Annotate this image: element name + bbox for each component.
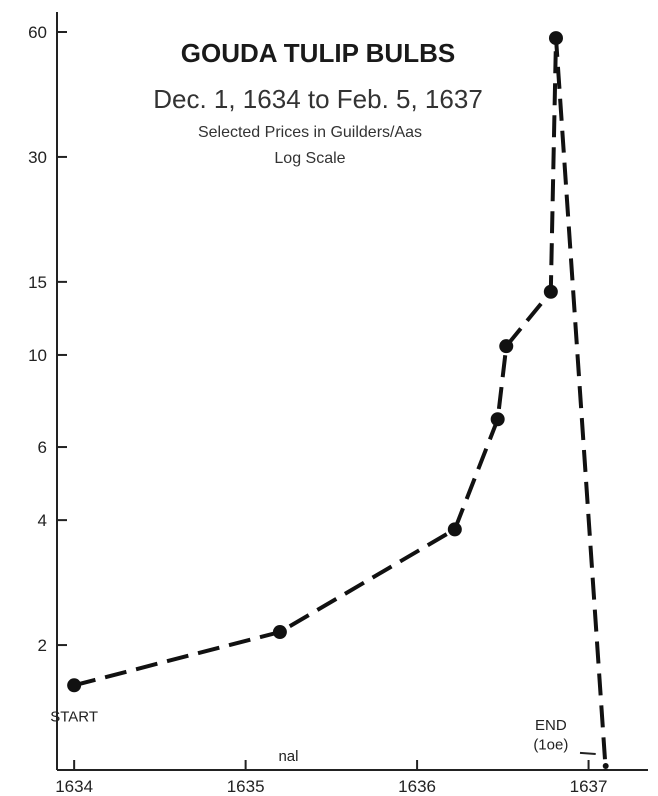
annotation-arrow (579, 751, 596, 755)
y-tick-label: 2 (38, 636, 47, 655)
x-tick-label: 1635 (227, 777, 265, 796)
x-tick-label: 1634 (55, 777, 93, 796)
y-tick-label: 15 (28, 273, 47, 292)
annotation-group: START END (1oe) nal (50, 708, 596, 765)
data-point-end (602, 763, 609, 769)
y-tick-label: 60 (28, 23, 47, 42)
chart-note-scale: Log Scale (274, 150, 345, 167)
data-point (67, 678, 82, 693)
annotation-label: START (50, 708, 98, 725)
y-tick-label: 10 (28, 346, 47, 365)
annotation-label: nal (278, 748, 298, 765)
y-axis: 60 30 15 10 6 4 2 (28, 23, 67, 655)
data-point (447, 522, 462, 537)
series-group (73, 36, 608, 771)
annotation-label: (1oe) (533, 737, 568, 754)
data-point (543, 284, 558, 299)
plot-frame (56, 12, 648, 771)
annotation-label: END (535, 717, 567, 734)
data-point (272, 625, 287, 640)
y-tick-label: 4 (38, 511, 47, 530)
chart-title: GOUDA TULIP BULBS (181, 38, 455, 68)
x-tick-label: 1636 (398, 777, 436, 796)
chart-subtitle: Dec. 1, 1634 to Feb. 5, 1637 (153, 84, 483, 114)
y-tick-label: 6 (38, 438, 47, 457)
x-tick-label: 1637 (570, 777, 608, 796)
y-tick-label: 30 (28, 148, 47, 167)
chart-note-units: Selected Prices in Guilders/Aas (198, 124, 422, 141)
series-line (73, 36, 608, 771)
data-point (548, 31, 563, 46)
x-axis: 1634 1635 1636 1637 (55, 760, 607, 796)
data-point (490, 412, 505, 427)
data-point (499, 339, 514, 354)
marker-group (67, 31, 609, 769)
